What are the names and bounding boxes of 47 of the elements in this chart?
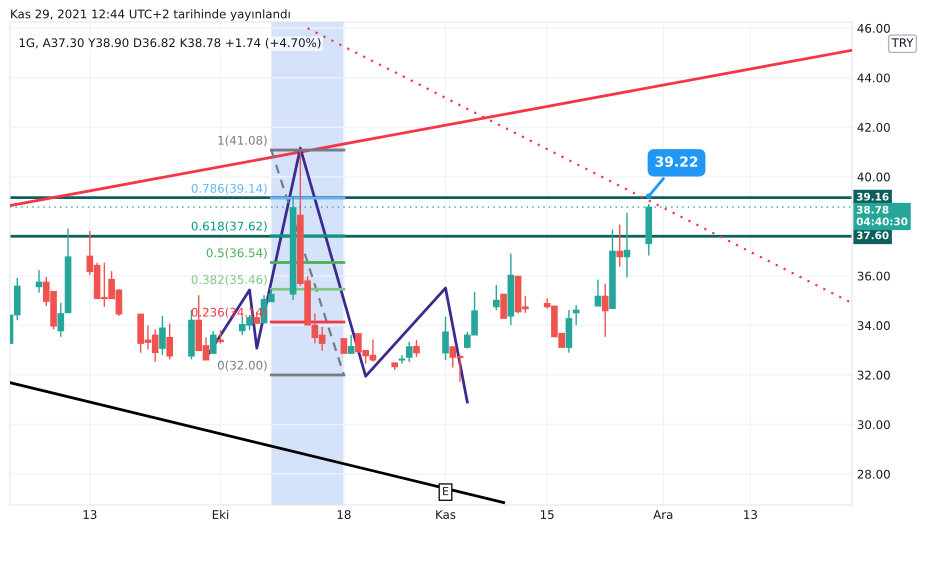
x-tick-label: Eki — [212, 510, 228, 519]
annotation: E — [443, 487, 448, 496]
y-tick-label: 36.00 — [858, 272, 890, 281]
y-tick-label: 28.00 — [858, 470, 890, 479]
text: 1G, A37.30 Y38.90 D36.82 K38.78 +1.74 (+4.70%) — [20, 38, 320, 49]
y-tick-label: 42.00 — [857, 122, 890, 132]
candlestick — [406, 341, 413, 363]
candlestick — [210, 330, 217, 354]
series-label: 0.382(35.46) — [192, 274, 267, 286]
candlestick — [57, 302, 64, 338]
y-tick-label: 32.00 — [858, 370, 890, 380]
y-tick-label: 30.00 — [858, 420, 890, 430]
series-label: 0.786(39.14) — [192, 184, 267, 194]
y-tick-label: 46.00 — [857, 24, 890, 33]
candlestick — [572, 304, 580, 326]
candlestick — [36, 269, 42, 294]
series-label: 0.618(37.62) — [192, 221, 267, 232]
series-label: 0.5(36.54) — [206, 248, 267, 259]
x-tick-label: 13 — [744, 510, 757, 519]
candlestick — [166, 322, 174, 360]
x-tick-label: 13 — [84, 510, 96, 519]
series-label: 1(41.08) — [218, 136, 267, 146]
candlestick — [413, 339, 420, 358]
candlestick — [217, 329, 224, 344]
x-tick-label: 15 — [540, 510, 554, 519]
y-tick-label: 40.00 — [857, 172, 890, 182]
candlestick — [340, 338, 348, 354]
x-tick-label: Ara — [653, 510, 672, 519]
candlestick — [624, 212, 630, 278]
candlestick — [348, 334, 354, 354]
annotation: 39.22 — [656, 156, 698, 167]
candlestick — [602, 282, 609, 338]
chart-title: Kas 29, 2021 12:44 UTC+2 tarihinde yayınlandı — [11, 9, 290, 21]
candlestick — [594, 278, 602, 307]
candlestick — [493, 284, 500, 311]
text: TRY — [892, 38, 914, 47]
x-tick-label: 18 — [338, 510, 351, 519]
candlestick — [442, 316, 449, 361]
candlestick — [616, 224, 624, 268]
series-label: 0(32.00) — [218, 360, 267, 372]
ref-line-label: 38.78 04:40:30 — [856, 206, 908, 226]
ref-line-label: 37.60 — [856, 231, 889, 240]
y-tick-label: 34.00 — [858, 321, 890, 330]
ref-line-label: 39.16 — [856, 192, 889, 201]
x-tick-label: Kas — [436, 510, 456, 519]
candlestick — [159, 315, 166, 356]
y-tick-label: 44.00 — [857, 73, 890, 82]
